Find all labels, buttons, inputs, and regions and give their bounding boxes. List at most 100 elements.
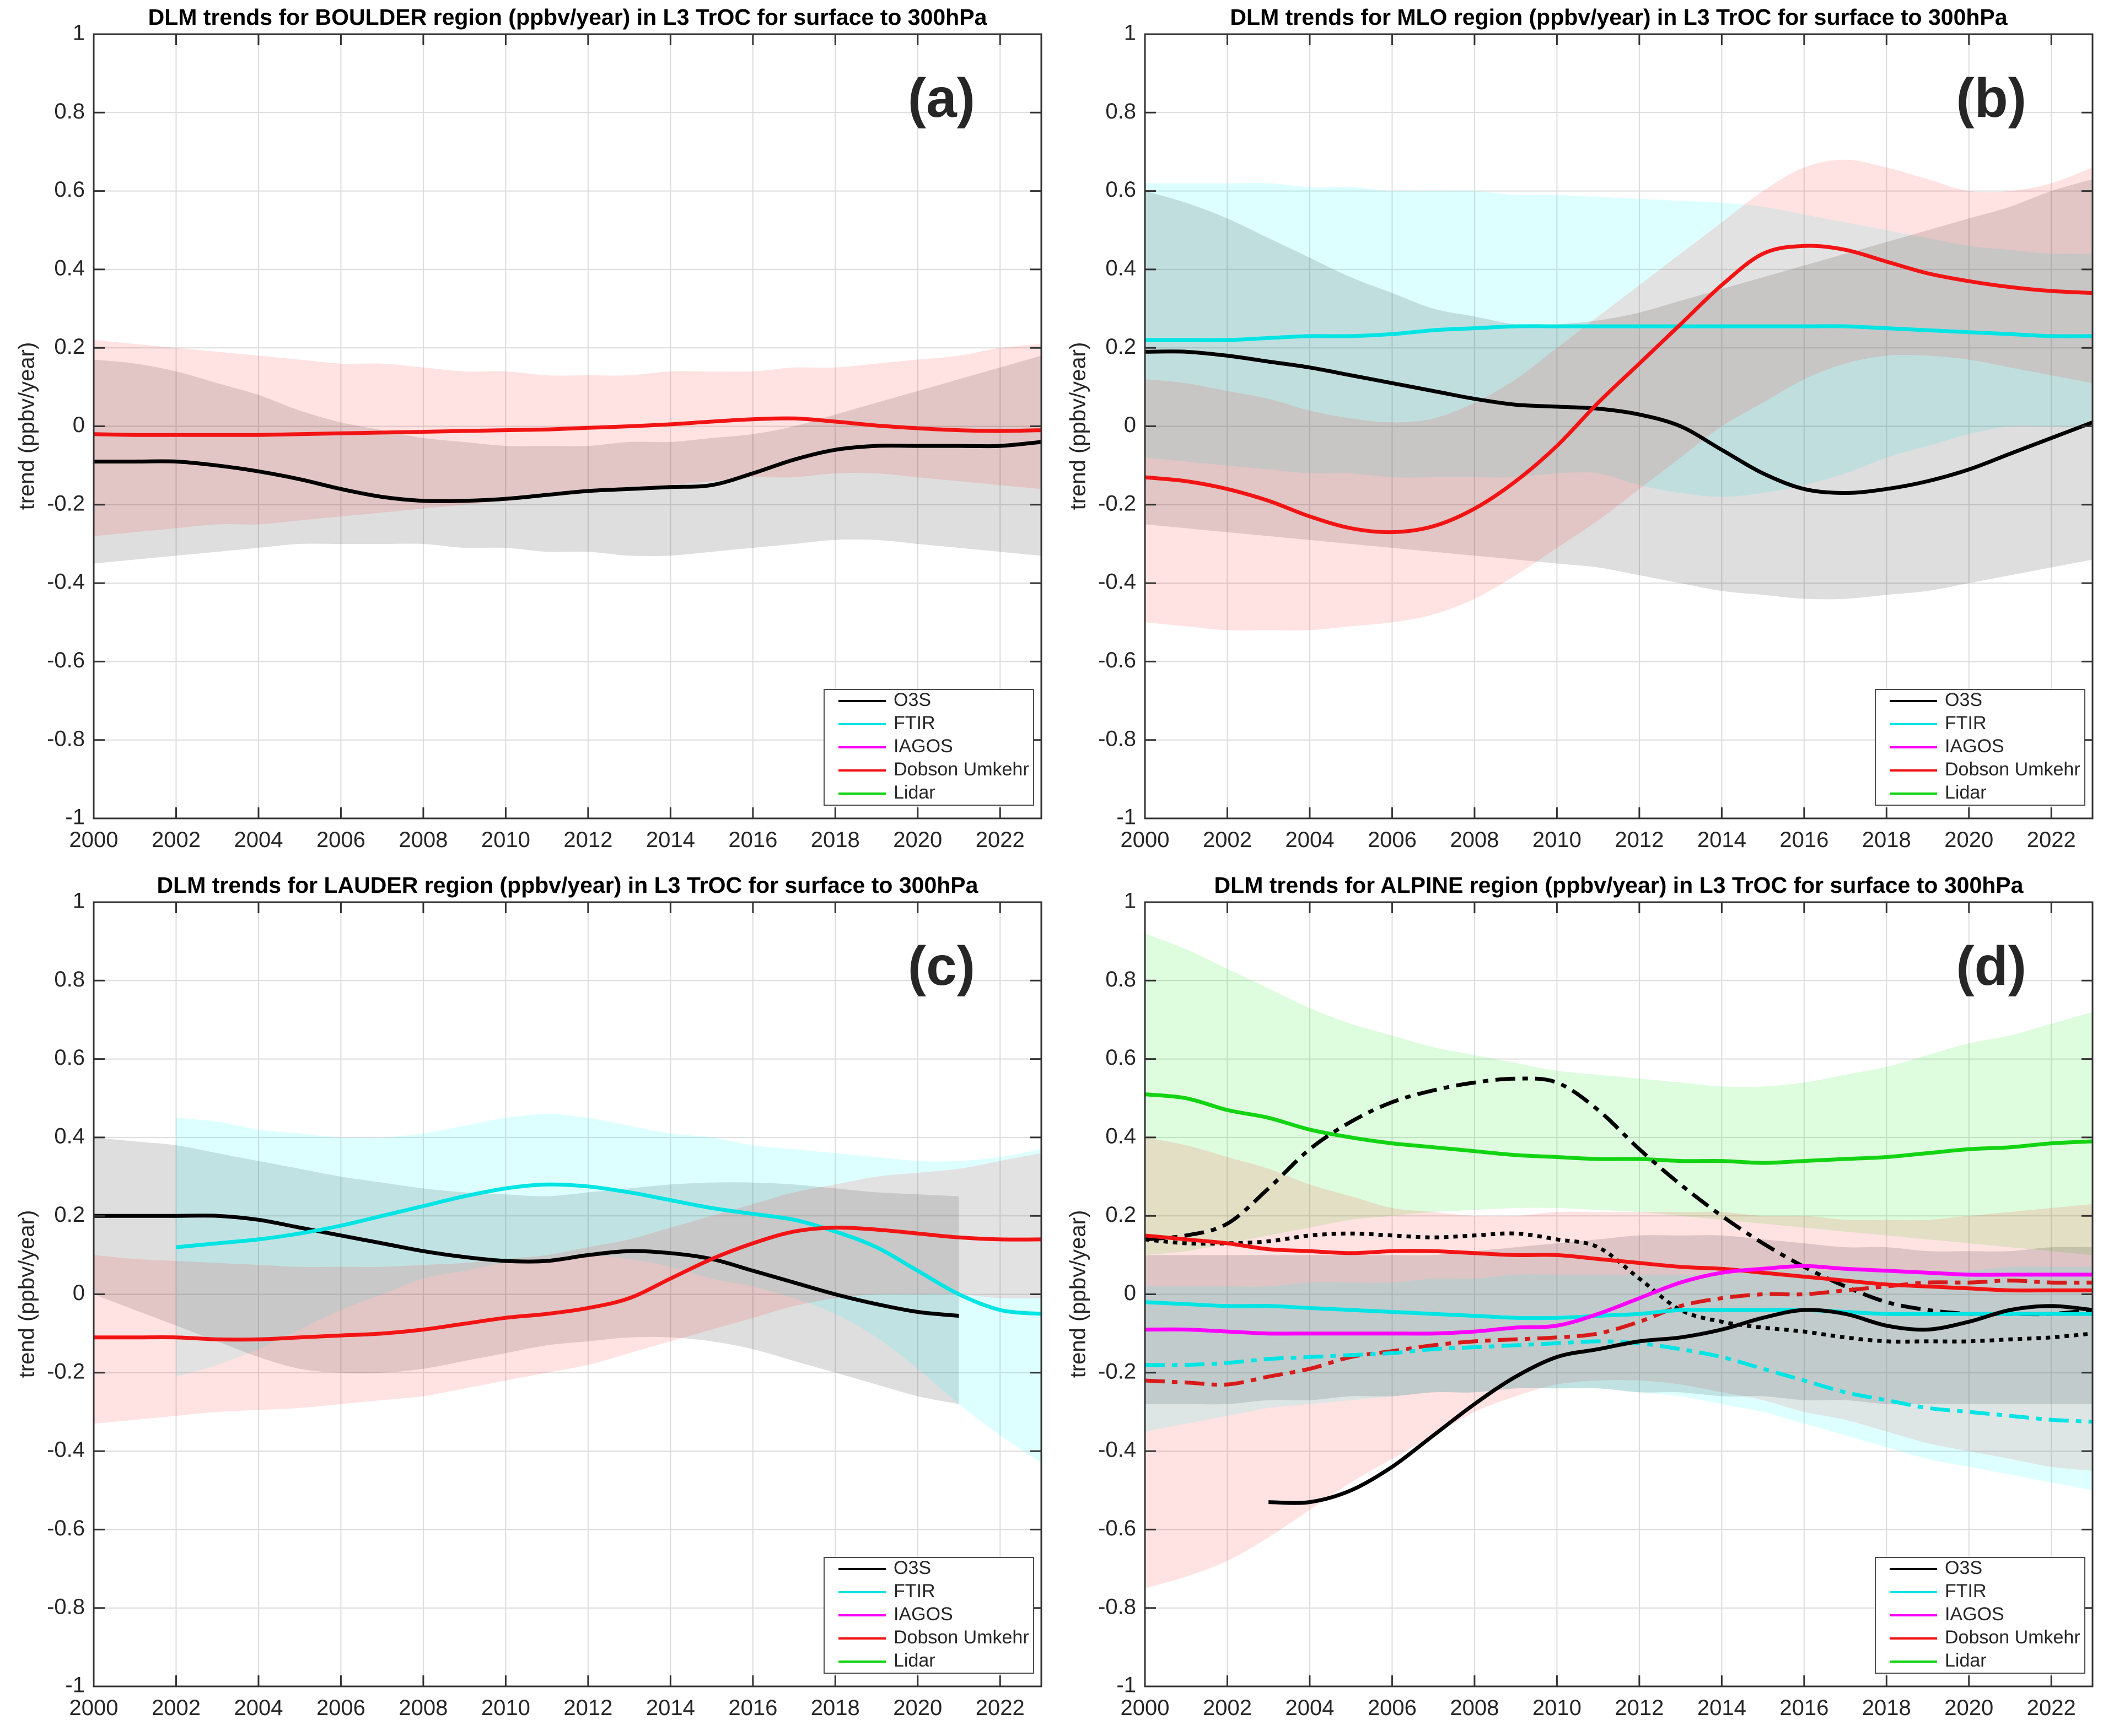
page-title: DLM trends for BOULDER region (ppbv/year… [148,4,987,30]
x-tick-label: 2018 [811,1696,860,1720]
panel-letter: (c) [908,935,975,997]
y-tick-label: 0.2 [1105,335,1136,359]
x-tick-label: 2004 [234,828,283,852]
y-tick-label: 0 [73,1281,85,1305]
x-tick-label: 2020 [893,828,942,852]
legend-label: IAGOS [1945,736,2004,757]
y-tick-label: -0.4 [47,570,85,594]
x-tick-label: 2016 [1779,828,1828,852]
x-tick-label: 2016 [728,828,777,852]
y-tick-label: 0 [73,413,85,437]
x-tick-label: 2018 [1862,1696,1911,1720]
uncertainty-band [1145,1266,2093,1491]
x-tick-label: 2010 [1532,828,1582,852]
y-tick-label: -0.4 [1098,570,1136,594]
y-tick-label: -0.8 [47,1594,85,1619]
series-line-o3s [94,1214,959,1318]
x-tick-label: 2012 [1615,1696,1664,1720]
x-tick-label: 2008 [399,1696,448,1720]
series-line-iagos [1144,1264,2093,1336]
legend-label: O3S [894,1557,931,1578]
series-line-dobson-umkehr [93,1225,1042,1342]
y-tick-label: -1 [65,805,85,829]
y-tick-label: 1 [73,21,85,45]
x-tick-label: 2000 [69,1696,119,1720]
legend-label: Dobson Umkehr [894,759,1029,780]
chart-mlo: 2000 2002 2004 2006 2008 2010 2012 2014 2016 2018… [1098,21,2094,852]
x-tick-label: 2000 [1121,828,1170,852]
x-tick-label: 2022 [2027,828,2076,852]
page-title: DLM trends for MLO region (ppbv/year) in… [1230,4,2008,30]
series-line-dobson-umkehr-dash-dot [1144,1279,2093,1387]
uncertainty-band [1145,1235,2093,1405]
y-tick-label: -0.6 [47,648,85,672]
x-tick-label: 2022 [976,828,1025,852]
y-tick-label: 0.6 [1105,1045,1136,1070]
series-line-o3s [1268,1304,2093,1505]
legend-label: IAGOS [894,736,953,757]
chart-lauder: 2000 2002 2004 2006 2008 2010 2012 2014 2016 2018… [47,889,1042,1720]
legend-label: Dobson Umkehr [1945,759,2080,780]
panel-alpine: DLM trends for ALPINE region (ppbv/year)… [1051,868,2103,1736]
x-tick-label: 2006 [1368,828,1417,852]
series-line-ftir-dash-dot [1144,1339,2093,1424]
panel-mlo: DLM trends for MLO region (ppbv/year) in… [1051,0,2103,868]
uncertainty-band [94,355,1041,564]
x-tick-label: 2010 [481,828,530,852]
y-tick-label: 0.2 [54,335,85,359]
x-tick-label: 2022 [976,1696,1025,1720]
y-tick-label: -1 [1116,805,1136,829]
legend-label: Lidar [894,782,935,803]
y-tick-label: 1 [1124,21,1136,45]
x-tick-label: 2022 [2027,1696,2076,1720]
x-tick-label: 2018 [811,828,860,852]
x-tick-label: 2002 [152,1696,201,1720]
x-tick-label: 2012 [563,1696,612,1720]
chart-alpine: 2000 2002 2004 2006 2008 2010 2012 2014 2016 2018… [1098,889,2094,1720]
x-tick-label: 2014 [646,1696,695,1720]
y-tick-label: -0.8 [47,726,85,751]
y-tick-label: 0.8 [54,99,85,123]
y-tick-label: -0.8 [1098,726,1136,751]
x-tick-label: 2008 [399,828,448,852]
legend-label: O3S [1945,689,1982,710]
y-tick-label: 1 [73,889,85,913]
y-tick-label: 0.4 [1105,1124,1136,1148]
x-tick-label: 2012 [1615,828,1664,852]
x-tick-label: 2008 [1450,828,1499,852]
legend-label: IAGOS [894,1604,953,1625]
x-tick-label: 2002 [1203,1696,1252,1720]
y-tick-label: 0.6 [1105,177,1136,202]
y-tick-label: 0 [1124,1281,1136,1305]
x-tick-label: 2006 [1368,1696,1417,1720]
uncertainty-band [1145,933,2093,1255]
x-tick-label: 2010 [1532,1696,1582,1720]
x-tick-label: 2020 [1944,1696,1993,1720]
series-line-lidar [1144,1092,2093,1165]
y-tick-label: -1 [65,1673,85,1697]
x-tick-label: 2020 [893,1696,942,1720]
panel-letter: (b) [1956,67,2026,129]
y-tick-label: 0.2 [54,1203,85,1227]
y-tick-label: -0.2 [47,491,85,515]
y-tick-label: -0.8 [1098,1594,1136,1619]
y-tick-label: 0.8 [54,967,85,991]
legend-label: O3S [894,689,931,710]
x-tick-label: 2004 [234,1696,283,1720]
y-tick-label: -0.2 [47,1359,85,1383]
y-tick-label: -0.4 [47,1438,85,1462]
legend-label: FTIR [894,713,935,734]
x-tick-label: 2010 [481,1696,530,1720]
series-line-ftir [176,1182,1042,1316]
legend-label: O3S [1945,1557,1982,1578]
panel-letter: (d) [1956,935,2026,997]
series-line-ftir [1145,324,2093,342]
x-tick-label: 2020 [1944,828,1993,852]
y-tick-label: 0.6 [54,177,85,202]
y-tick-label: 0.4 [1105,256,1136,280]
legend-label: FTIR [894,1581,935,1602]
x-tick-label: 2006 [316,828,365,852]
page-title: DLM trends for ALPINE region (ppbv/year)… [1214,872,2024,898]
series-line-o3s-dash-dot [1144,1076,2093,1317]
y-tick-label: 0 [1124,413,1136,437]
